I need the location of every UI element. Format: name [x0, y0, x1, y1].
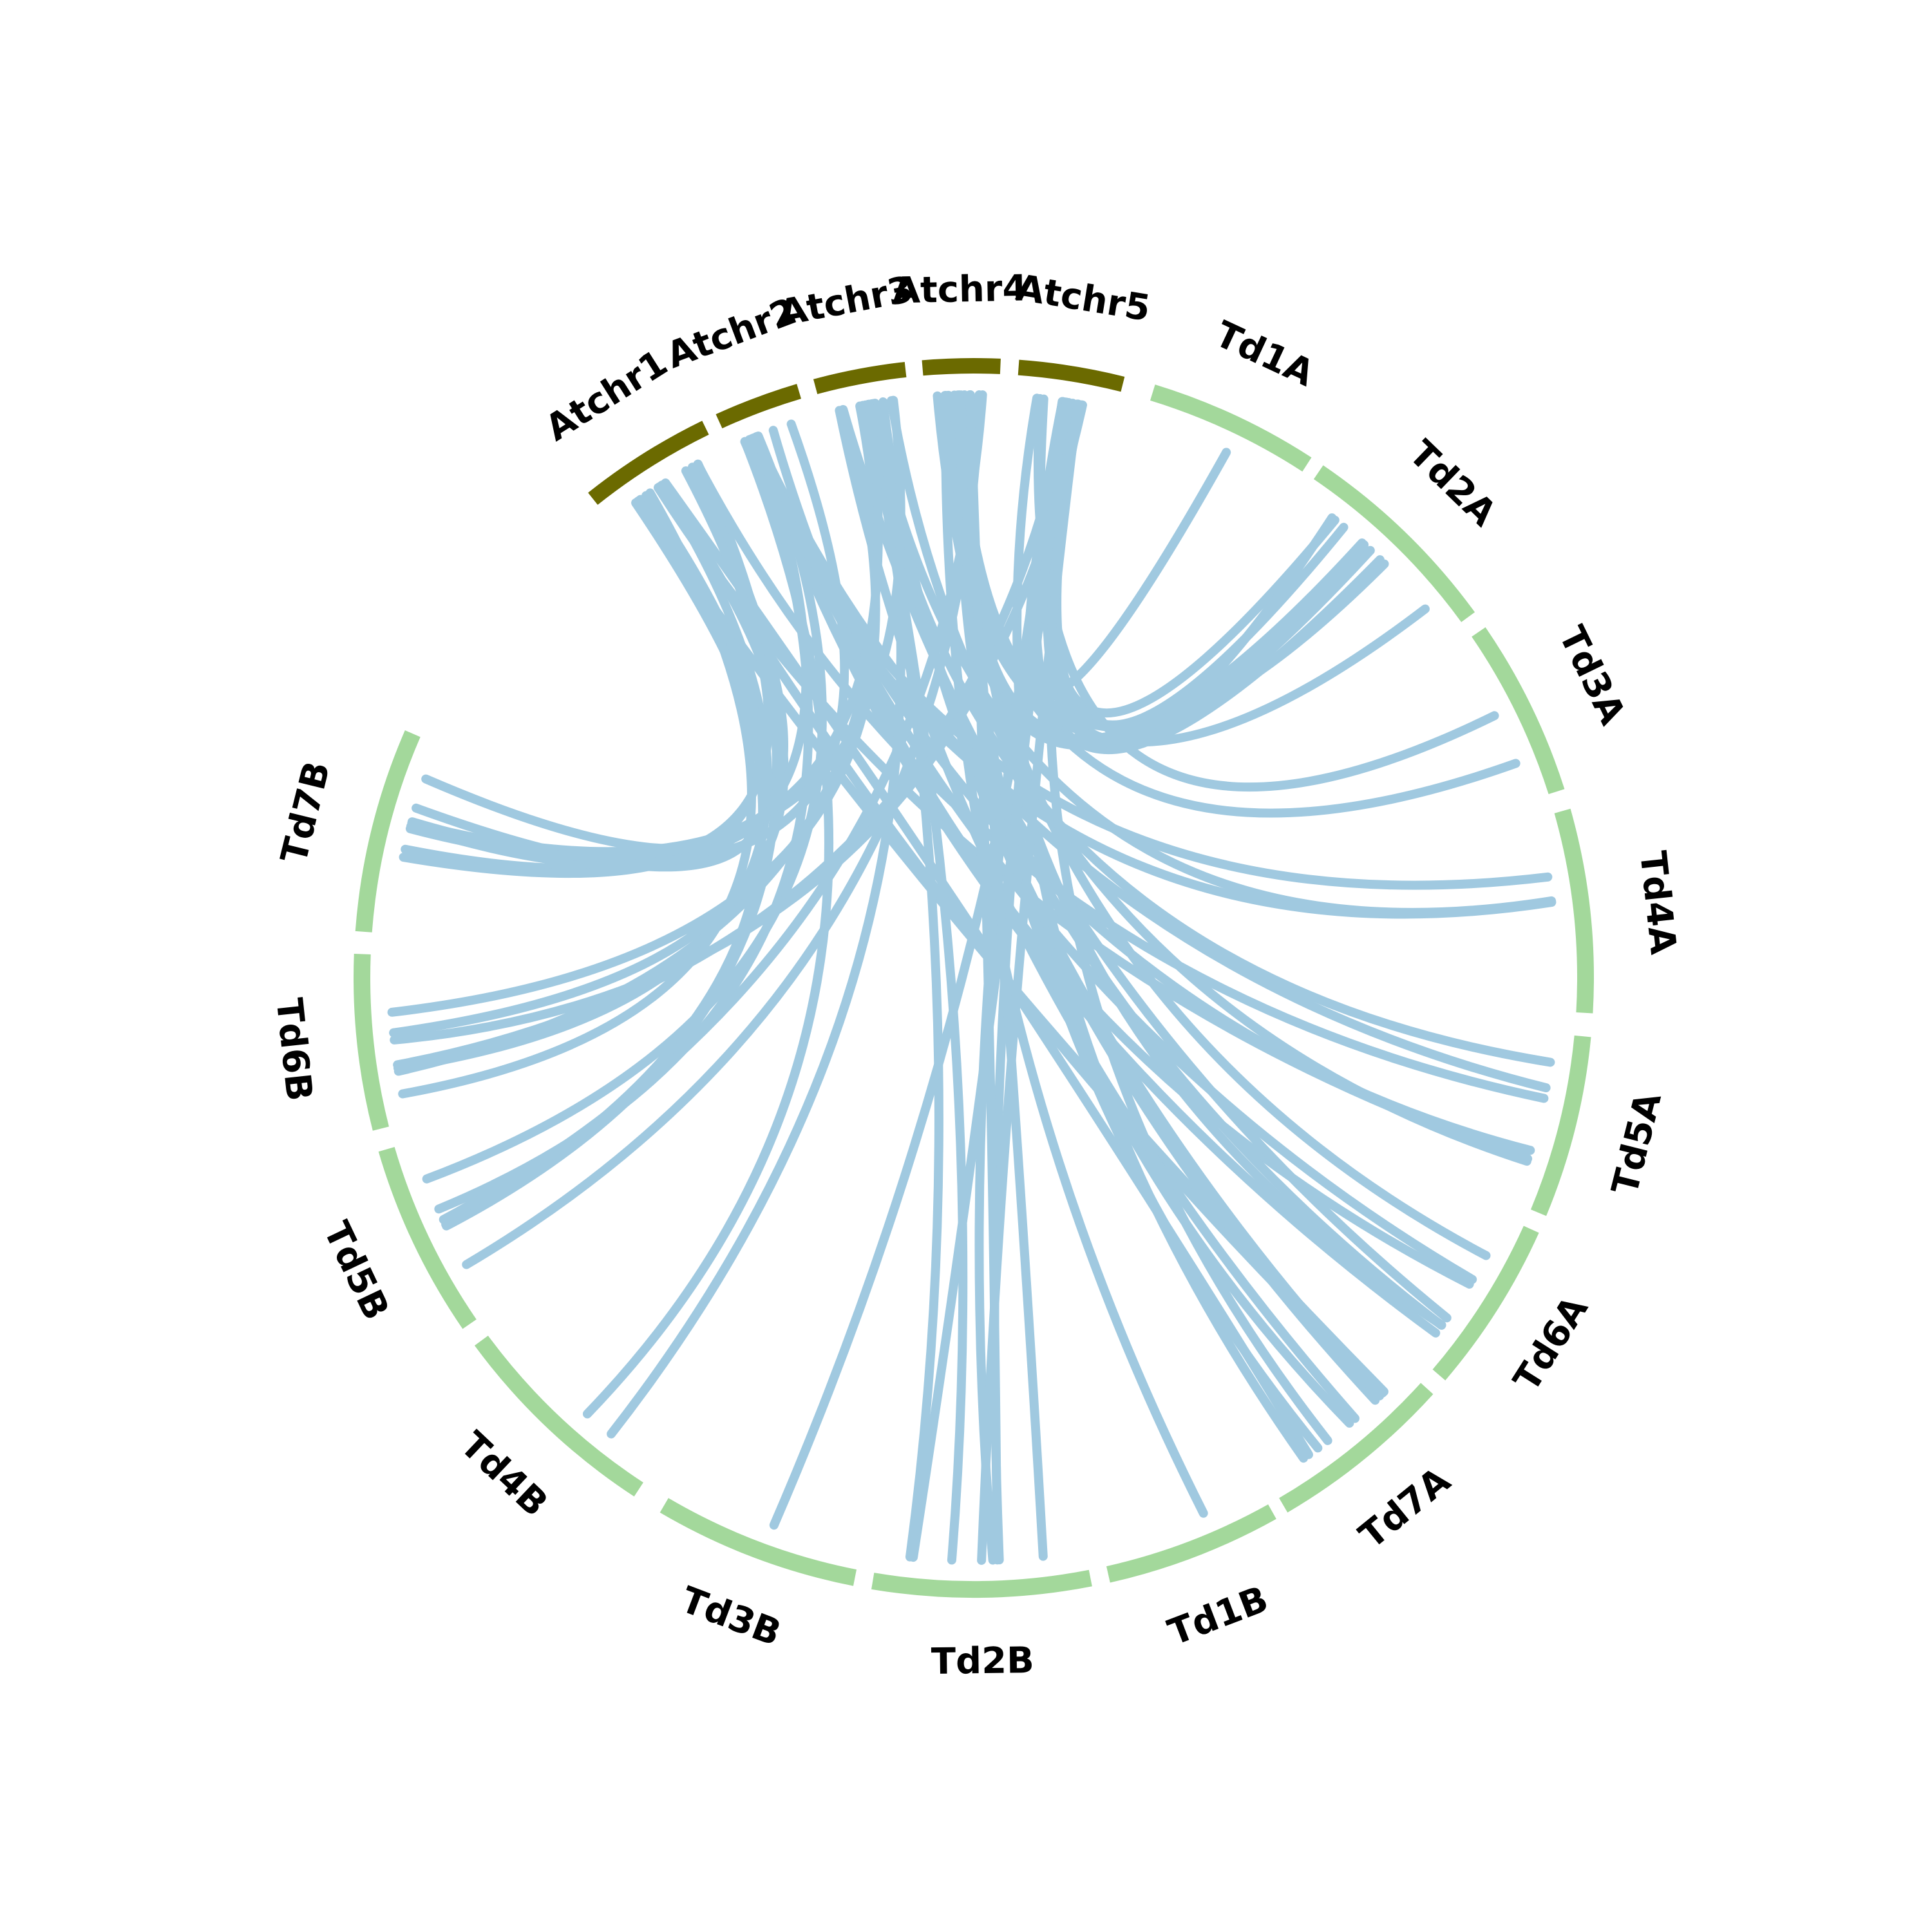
ideogram-atchr1 [588, 421, 709, 505]
label-atchr4: Atchr4 [892, 267, 1028, 312]
label-atchr5: Atchr5 [1013, 267, 1153, 330]
label-td2a: Td2A [1401, 433, 1504, 535]
link-atchr5-td2b [977, 399, 1083, 1565]
link-atchr1-td6b [389, 482, 789, 1037]
ideogram-td4b [474, 1335, 643, 1497]
ideogram-td3a [1472, 627, 1565, 795]
ideogram-td1a [1150, 384, 1312, 472]
label-td5a: Td5A [1604, 1088, 1670, 1198]
link-atchr4-td7a [954, 390, 1323, 1453]
ideogram-atchr2 [715, 384, 802, 429]
label-td3b: Td3B [676, 1579, 787, 1655]
label-td2b: Td2B [931, 1640, 1034, 1683]
link-atchr3-td7a [868, 399, 1385, 1401]
link-atchr5-td3b [769, 397, 1072, 1530]
ideogram-layer [354, 358, 1594, 1598]
link-atchr3-td7b [407, 395, 905, 857]
link-atchr3-td5a [887, 396, 1531, 1166]
label-atchr1: Atchr1 [538, 342, 675, 450]
ideogram-td4a [1554, 808, 1594, 1014]
link-atchr3-td6b [387, 405, 880, 1017]
ideogram-td2a [1313, 465, 1475, 622]
link-atchr2-td5b [422, 431, 827, 1184]
label-td7a: Td7A [1352, 1459, 1459, 1557]
label-td4b: Td4B [452, 1424, 556, 1525]
ideogram-td6a [1432, 1226, 1539, 1381]
link-atchr5-td7a [1012, 393, 1309, 1463]
ideogram-td5a [1530, 1035, 1591, 1217]
link-atchr5-td6b [390, 400, 1087, 1045]
ideogram-td1b [1106, 1504, 1276, 1583]
label-td1a: Td1A [1209, 313, 1321, 395]
ideogram-atchr5 [1018, 359, 1125, 392]
link-atchr4-td5b [439, 390, 987, 1224]
link-atchr1-td7b [401, 466, 773, 873]
link-atchr4-td2b [965, 390, 1002, 1565]
label-td3a: Td3A [1550, 620, 1633, 731]
label-td5b: Td5B [315, 1215, 397, 1326]
ideogram-td6b [354, 954, 389, 1131]
link-atchr2-td6a [768, 426, 1474, 1289]
label-td6a: Td6A [1506, 1289, 1596, 1399]
ideogram-atchr3 [813, 361, 907, 394]
label-td4a: Td4A [1631, 849, 1684, 956]
ideogram-td2b [871, 1569, 1092, 1598]
link-atchr3-td7b [406, 399, 883, 862]
ideogram-atchr4 [922, 358, 1001, 376]
label-td1b: Td1B [1162, 1578, 1274, 1654]
link-atchr5-td6b [393, 398, 1074, 1070]
ideogram-td5b [378, 1146, 477, 1329]
ideogram-td3b [659, 1498, 857, 1586]
label-td7b: Td7B [273, 757, 339, 867]
ideogram-td7a [1279, 1383, 1434, 1513]
link-atchr1-td7b [399, 491, 764, 878]
ideogram-td7b [355, 730, 421, 933]
label-td6b: Td6B [267, 996, 320, 1103]
links-layer [387, 390, 1557, 1565]
